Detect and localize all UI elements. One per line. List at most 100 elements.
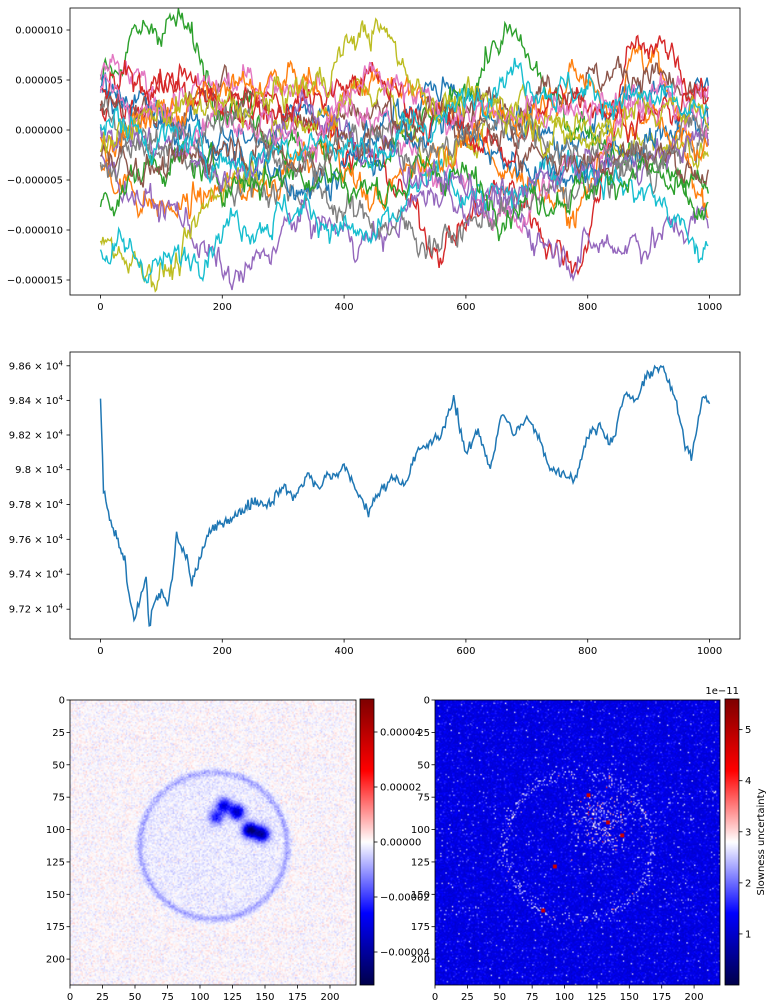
p4-xtick-label: 100 [555,992,574,1003]
mean-ytick-label: 9.72 × 104 [9,603,64,616]
p4-xtick-label: 175 [652,992,671,1003]
p4-xtick-label: 0 [432,992,438,1003]
p4-xtick-label: 25 [461,992,474,1003]
p3-xtick-label: 25 [96,992,109,1003]
p3-xtick-label: 200 [320,992,339,1003]
mean-xtick-label: 400 [335,646,354,657]
p3-ytick-label: 100 [46,825,65,836]
traces-xtick-label: 200 [213,302,232,313]
p3-xtick-label: 175 [288,992,307,1003]
p3-xtick-label: 0 [67,992,73,1003]
p4-ytick-label: 50 [417,760,430,771]
p3-xtick-label: 100 [190,992,209,1003]
traces-series-line [99,88,709,215]
traces-xtick-label: 0 [97,302,103,313]
uncertainty-colorbar-label: Slowness uncertainty [756,788,767,895]
p4-ytick-label: 200 [411,955,430,966]
p4-ytick-label: 100 [411,825,430,836]
p3-ytick-label: 150 [46,890,65,901]
traces-series-group [99,8,709,293]
uncertainty-colorbar-tick-label: 3 [745,827,751,838]
uncertainty-colorbar-offset: 1e−11 [705,686,739,697]
p3-ytick-label: 50 [52,760,65,771]
traces-series-line [99,141,709,242]
traces-y-axis: 0.000010 0.000005 0.000000 −0.000005 −0.0000… [7,26,70,287]
traces-ytick-label: 0.000005 [15,76,63,87]
slowness-colorbar-image [360,699,374,985]
mean-xtick-label: 600 [456,646,475,657]
slowness-colorbar-tick-label: 0.00002 [380,783,421,794]
traces-xtick-label: 800 [578,302,597,313]
traces-xtick-label: 600 [456,302,475,313]
slowness-colorbar-tick-label: 0.00004 [380,728,421,739]
p4-ytick-label: 150 [411,890,430,901]
traces-series-line [99,57,709,185]
mean-xtick-label: 800 [578,646,597,657]
slowness-x-axis: 0 25 50 75 100 125 150 175 200 [67,985,340,1003]
uncertainty-colorbar-image [725,699,739,985]
slowness-colorbar-tick-label: −0.00004 [380,948,430,959]
traces-xtick-label: 1000 [697,302,722,313]
traces-series-line [100,95,709,188]
uncertainty-colorbar-tick-label: 5 [745,725,751,736]
p3-xtick-label: 125 [223,992,242,1003]
traces-ytick-label: −0.000015 [7,276,63,287]
traces-ytick-label: 0.000010 [15,26,63,37]
mean-axes-frame [69,351,741,640]
traces-ytick-label: 0.000000 [15,126,63,137]
p3-ytick-label: 125 [46,857,65,868]
uncertainty-heatmap-image [435,700,720,985]
uncertainty-colorbar-frame [724,698,740,986]
traces-series-line [99,75,709,293]
traces-ytick-label: −0.000005 [7,176,63,187]
p3-xtick-label: 150 [255,992,274,1003]
p3-ytick-label: 200 [46,955,65,966]
slowness-heatmap: 0 25 50 75 100 125 150 175 200 0 25 50 75 100 125 150 1… [46,696,430,1004]
p4-ytick-label: 25 [417,728,430,739]
traces-line-chart: 0 200 400 600 800 1000 0.0000100.0000050.0000… [7,7,741,313]
slowness-axes-frame [69,699,357,986]
traces-axes-frame [69,7,741,296]
p4-xtick-label: 75 [526,992,539,1003]
p3-ytick-label: 175 [46,922,65,933]
mean-ytick-label: 9.76 × 104 [9,533,64,546]
mean-ytick-label: 9.82 × 104 [9,428,64,441]
slowness-heatmap-image [70,700,356,985]
traces-ytick-label: −0.000010 [7,226,63,237]
p3-xtick-label: 50 [129,992,142,1003]
p3-ytick-label: 25 [52,728,65,739]
mean-ytick-label: 9.78 × 104 [9,498,64,511]
mean-ytick-label: 9.84 × 104 [9,394,64,407]
slowness-colorbar-tick-label: −0.00002 [380,893,430,904]
mean-series-line [99,364,711,627]
p3-xtick-label: 75 [161,992,174,1003]
slowness-y-axis: 0 25 50 75 100 125 150 175 200 [46,696,70,966]
uncertainty-colorbar-tick-label: 2 [745,878,751,889]
slowness-colorbar-ticks: 0.00004 0.00002 0.00000 −0.00002 −0.00004 [374,728,430,959]
mean-x-axis: 0 200 400 600 800 1000 [97,639,722,657]
uncertainty-colorbar-tick-label: 1 [745,929,751,940]
uncertainty-y-axis: 0 25 50 75 100 125 150 175 200 [411,696,435,966]
mean-ytick-label: 9.74 × 104 [9,568,64,581]
mean-xtick-label: 1000 [697,646,722,657]
traces-series-line [99,53,709,234]
uncertainty-axes-frame [434,699,721,986]
mean-series-group [99,364,711,627]
uncertainty-heatmap: 0 25 50 75 100 125 150 175 200 02550751001251501… [411,686,767,1003]
mean-y-axis: 9.86 × 104 9.84 × 104 9.82 × 104 9.8 × 104 9… [9,359,70,616]
p3-ytick-label: 0 [59,696,65,707]
mean-ytick-label: 9.86 × 104 [9,359,64,372]
p4-xtick-label: 150 [620,992,639,1003]
uncertainty-colorbar-ticks: 1 2 3 4 5 [739,725,751,940]
p4-xtick-label: 50 [493,992,506,1003]
p4-xtick-label: 200 [685,992,704,1003]
p4-ytick-label: 0 [424,696,430,707]
p4-ytick-label: 75 [417,793,430,804]
p3-ytick-label: 75 [52,793,65,804]
p4-xtick-label: 125 [587,992,606,1003]
p4-ytick-label: 125 [411,857,430,868]
p4-ytick-label: 175 [411,922,430,933]
traces-xtick-label: 400 [335,302,354,313]
